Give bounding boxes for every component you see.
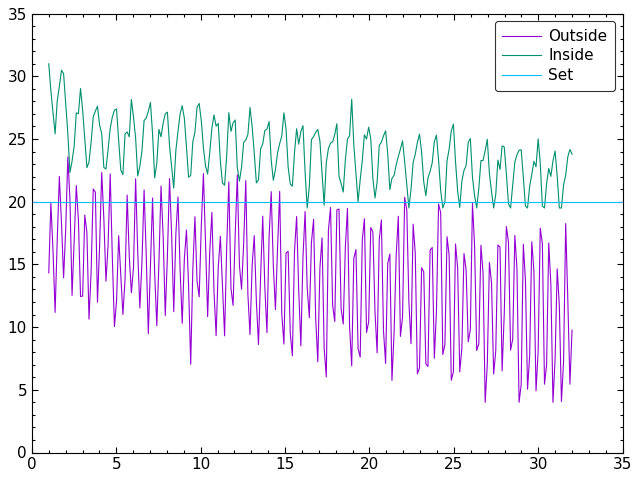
Set xyxy=(45,199,52,204)
Inside xyxy=(481,148,489,154)
Inside xyxy=(568,151,576,157)
Outside xyxy=(45,270,52,276)
Outside xyxy=(441,341,449,347)
Inside xyxy=(502,171,510,177)
Outside xyxy=(274,245,282,251)
Outside xyxy=(483,362,491,368)
Inside xyxy=(271,167,279,172)
Outside xyxy=(554,266,561,272)
Inside xyxy=(45,61,52,67)
Outside xyxy=(568,327,576,333)
Set xyxy=(28,199,36,204)
Line: Inside: Inside xyxy=(49,64,572,208)
Outside xyxy=(308,240,316,245)
Outside xyxy=(481,399,489,405)
Inside xyxy=(551,148,559,154)
Outside xyxy=(504,240,512,245)
Line: Outside: Outside xyxy=(49,157,572,402)
Legend: Outside, Inside, Set: Outside, Inside, Set xyxy=(495,21,615,91)
Inside xyxy=(303,205,311,211)
Inside xyxy=(441,199,449,204)
Inside xyxy=(308,137,316,143)
Outside xyxy=(64,154,72,160)
